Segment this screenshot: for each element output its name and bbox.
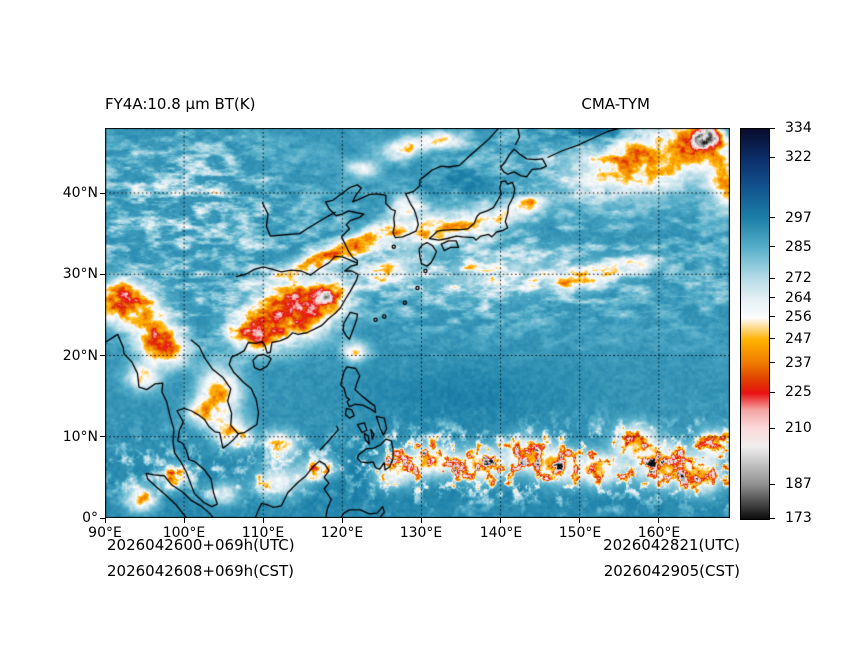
colorbar-tick-label: 264 <box>785 290 812 306</box>
colorbar-tick <box>770 127 775 129</box>
x-axis-tick <box>262 518 264 523</box>
x-tick-label: 140°E <box>479 525 523 541</box>
x-tick-label: 160°E <box>637 525 681 541</box>
x-axis-tick <box>500 518 502 523</box>
colorbar-tick <box>770 338 775 340</box>
x-tick-label: 110°E <box>241 525 285 541</box>
colorbar-tick <box>770 217 775 219</box>
x-tick-label: 90°E <box>88 525 122 541</box>
x-axis-tick <box>341 518 343 523</box>
x-axis-tick <box>104 518 106 523</box>
x-axis-tick <box>420 518 422 523</box>
y-axis-tick <box>100 273 105 275</box>
colorbar-tick <box>770 517 775 519</box>
valid-time-utc: 2026042821(UTC) <box>603 536 740 554</box>
colorbar-tick-label: 187 <box>785 476 812 492</box>
y-tick-label: 30°N <box>62 266 98 282</box>
x-tick-label: 100°E <box>162 525 206 541</box>
colorbar-tick-label: 272 <box>785 270 812 286</box>
model-label: CMA-TYM <box>581 95 650 113</box>
colorbar-tick <box>770 483 775 485</box>
y-axis-tick <box>100 192 105 194</box>
x-axis-tick <box>183 518 185 523</box>
x-tick-label: 130°E <box>399 525 443 541</box>
init-time-utc: 2026042600+069h(UTC) <box>107 536 295 554</box>
colorbar-tick <box>770 316 775 318</box>
colorbar-tick <box>770 297 775 299</box>
valid-time-cst: 2026042905(CST) <box>603 562 740 580</box>
colorbar-tick-label: 173 <box>785 510 812 526</box>
colorbar-tick <box>770 362 775 364</box>
colorbar-tick <box>770 391 775 393</box>
colorbar-tick <box>770 246 775 248</box>
colorbar-tick-label: 297 <box>785 210 812 226</box>
colorbar-tick-label: 285 <box>785 239 812 255</box>
colorbar <box>740 128 770 520</box>
init-time-cst: 2026042608+069h(CST) <box>107 562 295 580</box>
y-tick-label: 0° <box>82 510 98 526</box>
colorbar-tick-label: 237 <box>785 355 812 371</box>
colorbar-tick-label: 256 <box>785 309 812 325</box>
x-tick-label: 150°E <box>558 525 602 541</box>
y-axis-tick <box>100 436 105 438</box>
y-tick-label: 40°N <box>62 185 98 201</box>
colorbar-tick-label: 225 <box>785 384 812 400</box>
y-axis-tick <box>100 517 105 519</box>
y-tick-label: 20°N <box>62 348 98 364</box>
satellite-bt-map <box>105 128 730 518</box>
x-axis-tick <box>579 518 581 523</box>
y-axis-tick <box>100 355 105 356</box>
plot-title: FY4A:10.8 μm BT(K) <box>105 95 256 113</box>
colorbar-tick <box>770 277 775 279</box>
x-tick-label: 120°E <box>320 525 364 541</box>
colorbar-tick-label: 334 <box>785 120 812 136</box>
colorbar-tick-label: 210 <box>785 420 812 436</box>
colorbar-tick <box>770 427 775 429</box>
colorbar-tick-label: 322 <box>785 149 812 165</box>
y-tick-label: 10°N <box>62 429 98 445</box>
x-axis-tick <box>658 518 660 523</box>
colorbar-tick <box>770 156 775 158</box>
colorbar-tick-label: 247 <box>785 331 812 347</box>
